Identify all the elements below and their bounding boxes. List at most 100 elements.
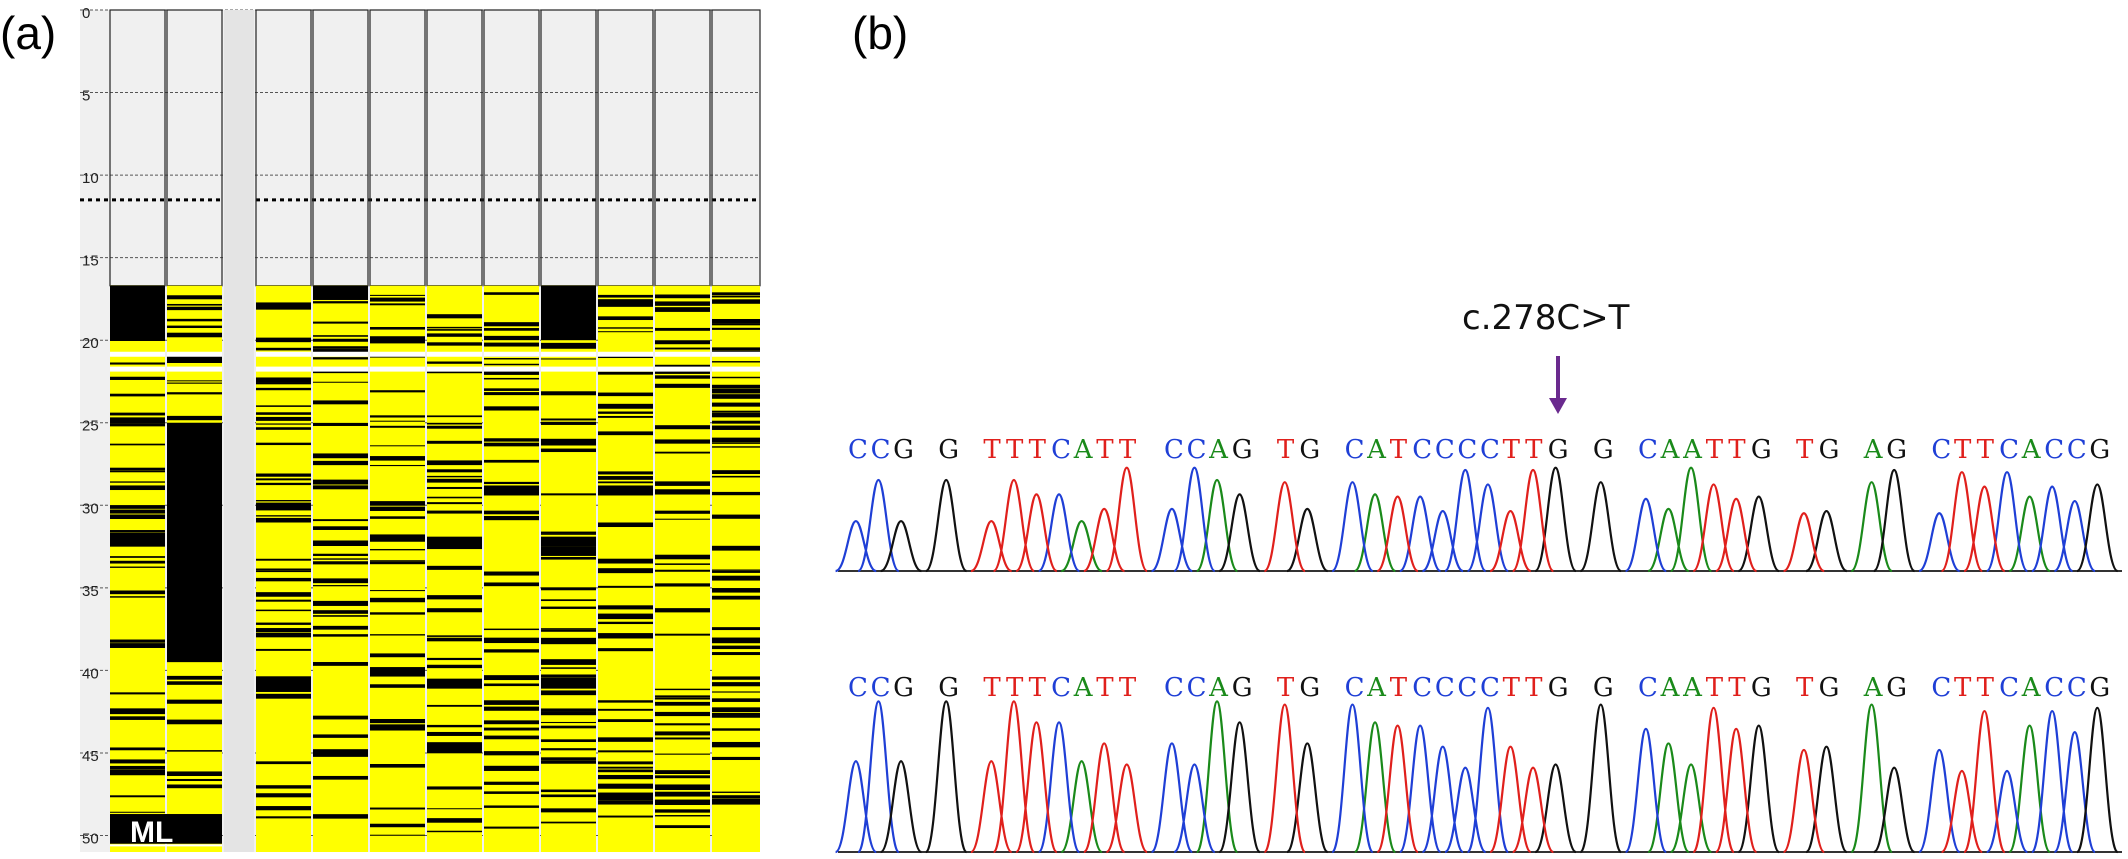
- band: [541, 661, 596, 665]
- band: [256, 678, 311, 689]
- band: [256, 347, 311, 351]
- band: [484, 683, 539, 687]
- band: [313, 625, 368, 629]
- base-call: T: [1029, 673, 1047, 703]
- base-call: T: [983, 673, 1001, 703]
- band: [110, 596, 165, 598]
- band: [541, 659, 596, 663]
- gel-gap: [655, 366, 710, 372]
- y-tick-label: 0: [82, 5, 90, 22]
- band: [541, 821, 596, 824]
- base-call: G: [1886, 673, 1907, 703]
- gel-lane: [654, 9, 711, 852]
- base-call: C: [1638, 673, 1658, 703]
- band: [370, 807, 425, 810]
- band: [256, 427, 311, 430]
- band: [256, 794, 311, 798]
- band: [313, 752, 368, 757]
- lane-fill: [655, 285, 710, 852]
- mutation-arrowhead: [1549, 398, 1567, 414]
- gel-gap: [427, 351, 482, 357]
- trace-c: [835, 466, 2096, 573]
- band: [427, 678, 482, 689]
- band: [313, 814, 368, 819]
- band: [313, 321, 368, 324]
- band: [256, 558, 311, 561]
- band: [110, 795, 165, 798]
- band: [484, 637, 539, 643]
- band: [313, 346, 368, 349]
- band: [541, 628, 596, 630]
- band: [541, 606, 596, 609]
- band: [484, 792, 539, 794]
- band: [541, 309, 596, 314]
- base-call: C: [2044, 673, 2064, 703]
- band: [712, 292, 760, 296]
- band: [655, 815, 710, 817]
- band: [484, 640, 539, 644]
- trace-g: [880, 466, 2119, 573]
- base-call: C: [1480, 435, 1500, 465]
- band: [712, 682, 760, 687]
- band: [313, 339, 368, 342]
- base-call: T: [1525, 673, 1543, 703]
- band: [712, 627, 760, 631]
- band: [313, 453, 368, 459]
- band: [370, 763, 425, 768]
- band: [655, 785, 710, 788]
- band: [427, 748, 482, 754]
- band: [484, 675, 539, 681]
- band: [598, 471, 653, 475]
- gel-lane: [312, 9, 369, 852]
- band: [313, 460, 368, 466]
- lane-marker-label: ML: [130, 816, 173, 849]
- band: [256, 599, 311, 602]
- band: [110, 332, 165, 336]
- band: [167, 778, 222, 782]
- band: [110, 759, 165, 764]
- base-call: T: [1977, 435, 1995, 465]
- band: [110, 443, 165, 446]
- band: [110, 467, 165, 471]
- band-block: [110, 285, 165, 341]
- y-tick-label: 5: [82, 88, 90, 105]
- base-call: G: [1548, 673, 1569, 703]
- base-call: T: [1096, 673, 1114, 703]
- band: [370, 718, 425, 722]
- band: [370, 456, 425, 461]
- band: [313, 540, 368, 542]
- band: [110, 485, 165, 488]
- band: [598, 800, 653, 805]
- gel-lane: [483, 9, 540, 852]
- band: [655, 791, 710, 797]
- gel-gap: [712, 366, 760, 372]
- gel-lane: [369, 9, 426, 852]
- base-call: G: [938, 435, 959, 465]
- base-call: C: [1345, 673, 1365, 703]
- gel-lane: [109, 9, 166, 852]
- band: [712, 691, 760, 693]
- y-tick-label: 25: [82, 418, 99, 435]
- band: [256, 648, 311, 651]
- base-call: G: [893, 435, 914, 465]
- band: [712, 437, 760, 443]
- band: [427, 635, 482, 637]
- band: [256, 302, 311, 308]
- band: [655, 490, 710, 495]
- band: [110, 560, 165, 564]
- gel-gap: [110, 366, 165, 372]
- band: [598, 485, 653, 496]
- band: [110, 711, 165, 715]
- band: [256, 473, 311, 477]
- base-call: C: [1638, 435, 1658, 465]
- band: [484, 406, 539, 411]
- band: [427, 462, 482, 465]
- band: [655, 633, 710, 636]
- band: [541, 721, 596, 724]
- gel-gap: [427, 366, 482, 372]
- base-call: C: [2044, 435, 2064, 465]
- band: [712, 707, 760, 711]
- band: [427, 536, 482, 547]
- band: [427, 704, 482, 707]
- band: [541, 358, 596, 360]
